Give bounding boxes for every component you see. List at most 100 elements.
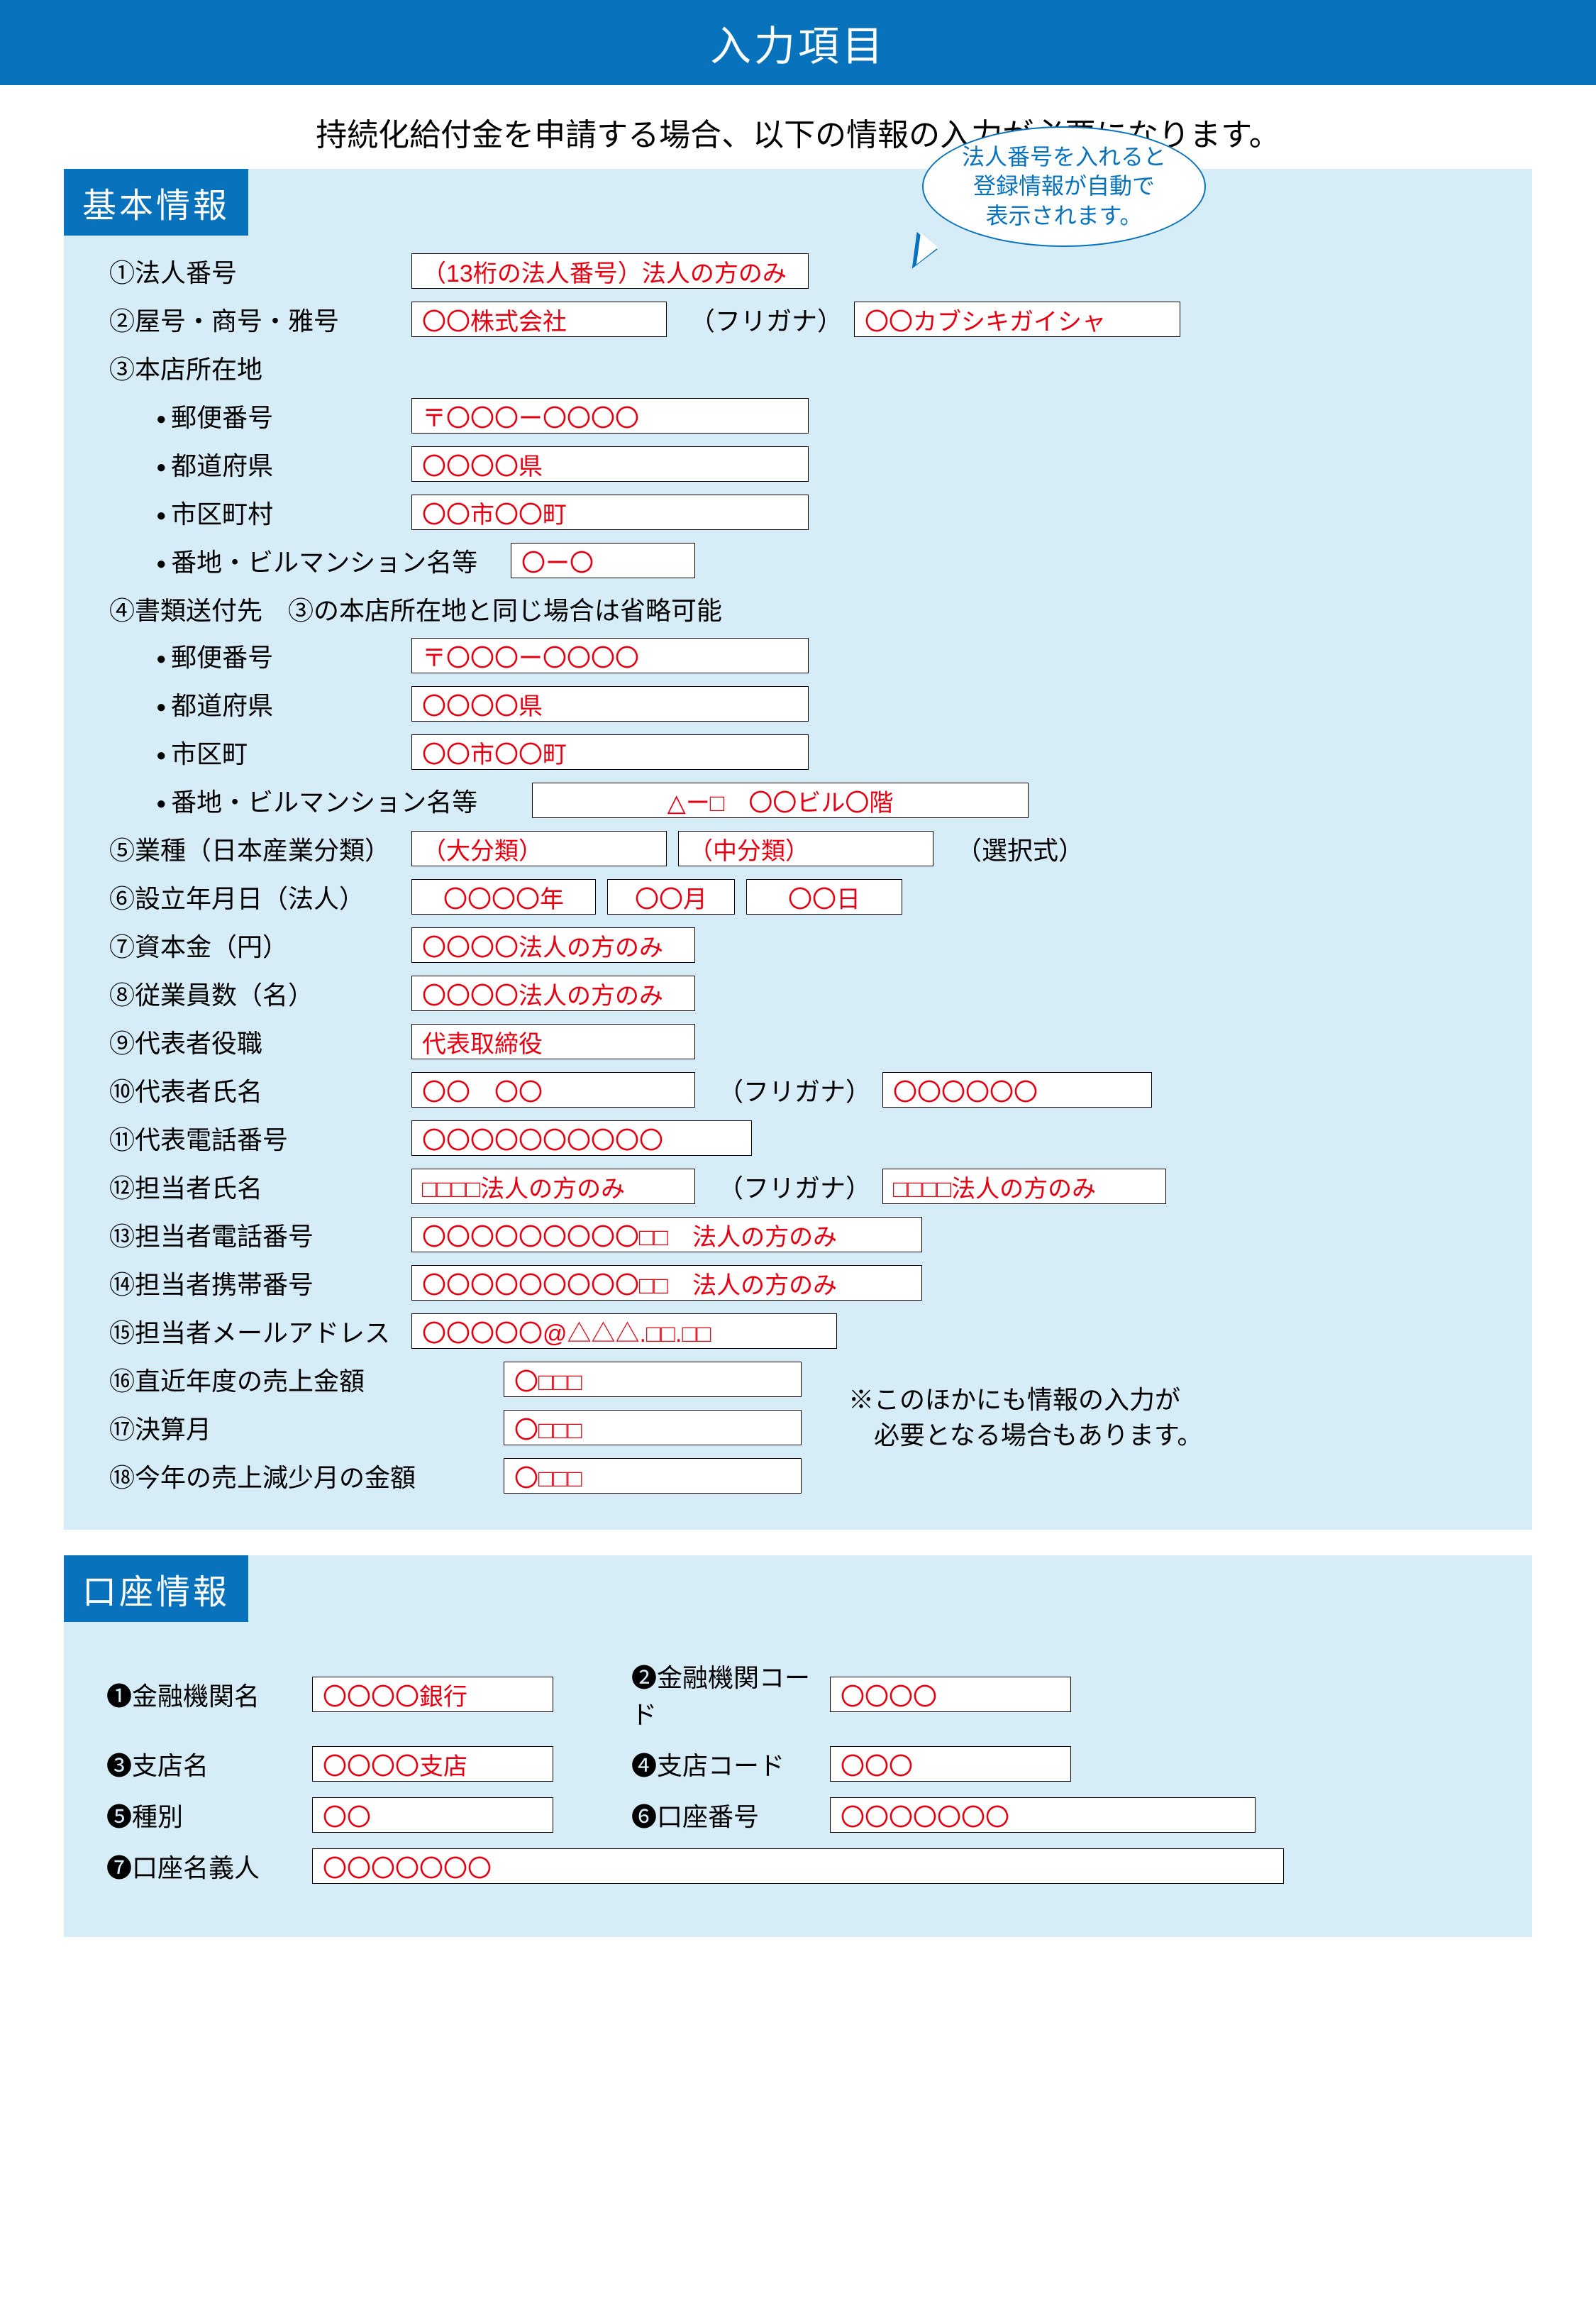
input-industry-major[interactable]: （大分類） xyxy=(411,831,667,866)
row-contact-email: ⑮担当者メールアドレス 〇〇〇〇〇@△△△.□□.□□ xyxy=(106,1313,1490,1350)
input-est-year[interactable]: 〇〇〇〇年 xyxy=(411,879,596,915)
label-rep-phone: ⑪代表電話番号 xyxy=(106,1120,411,1157)
label-account-type: ❺種別 xyxy=(106,1797,312,1833)
label-branch-name: ❸支店名 xyxy=(106,1745,312,1782)
label-furigana-2: （フリガナ） xyxy=(689,301,843,338)
row-employees: ⑧従業員数（名） 〇〇〇〇法人の方のみ xyxy=(106,975,1490,1012)
basic-info-section: 基本情報 法人番号を入れると 登録情報が自動で 表示されます。 ①法人番号 （1… xyxy=(64,169,1532,1530)
input-rep-name[interactable]: 〇〇 〇〇 xyxy=(411,1072,695,1108)
label-bank-code: ❷金融機関コード xyxy=(617,1657,830,1731)
bubble-text: 法人番号を入れると 登録情報が自動で 表示されます。 xyxy=(962,143,1166,231)
input-doc-postal[interactable]: 〒〇〇〇ー〇〇〇〇 xyxy=(411,638,809,673)
page: 入力項目 持続化給付金を申請する場合、以下の情報の入力が必要になります。 基本情… xyxy=(0,0,1596,1937)
input-hq-addr[interactable]: 〇ー〇 xyxy=(511,543,695,578)
input-contact-email[interactable]: 〇〇〇〇〇@△△△.□□.□□ xyxy=(411,1313,837,1349)
label-hq-address: ③本店所在地 xyxy=(106,349,411,386)
input-capital[interactable]: 〇〇〇〇法人の方のみ xyxy=(411,927,695,963)
input-company-name[interactable]: 〇〇株式会社 xyxy=(411,302,667,337)
label-rep-title: ⑨代表者役職 xyxy=(106,1023,411,1060)
row-doc-postal: 郵便番号 〒〇〇〇ー〇〇〇〇 xyxy=(106,637,1490,674)
input-hq-postal[interactable]: 〒〇〇〇ー〇〇〇〇 xyxy=(411,398,809,434)
label-industry: ⑤業種（日本産業分類） xyxy=(106,830,411,867)
label-doc-addr: 番地・ビルマンション名等 xyxy=(106,782,489,819)
row-doc-addr: 番地・ビルマンション名等 △ー□ 〇〇ビル〇階 xyxy=(106,782,1490,819)
input-branch-code[interactable]: 〇〇〇 xyxy=(830,1746,1071,1782)
input-doc-addr[interactable]: △ー□ 〇〇ビル〇階 xyxy=(532,783,1029,818)
input-industry-mid[interactable]: （中分類） xyxy=(678,831,933,866)
row-rep-title: ⑨代表者役職 代表取締役 xyxy=(106,1023,1490,1060)
label-hq-city: 市区町村 xyxy=(106,494,411,531)
row-company-name: ②屋号・商号・雅号 〇〇株式会社 （フリガナ） 〇〇カブシキガイシャ xyxy=(106,301,1490,338)
input-contact-furigana[interactable]: □□□□法人の方のみ xyxy=(882,1169,1166,1204)
row-doc-city: 市区町 〇〇市〇〇町 xyxy=(106,734,1490,771)
label-hq-addr: 番地・ビルマンション名等 xyxy=(106,542,489,579)
label-corp-number: ①法人番号 xyxy=(106,253,411,289)
label-doc-postal: 郵便番号 xyxy=(106,637,411,674)
page-title: 入力項目 xyxy=(0,0,1596,85)
input-contact-phone[interactable]: 〇〇〇〇〇〇〇〇〇□□ 法人の方のみ xyxy=(411,1217,922,1252)
input-rep-furigana[interactable]: 〇〇〇〇〇〇 xyxy=(882,1072,1152,1108)
label-hq-pref: 都道府県 xyxy=(106,446,411,482)
input-decline-amount[interactable]: 〇□□□ xyxy=(504,1458,802,1494)
input-contact-name[interactable]: □□□□法人の方のみ xyxy=(411,1169,695,1204)
row-hq-addr: 番地・ビルマンション名等 〇ー〇 xyxy=(106,542,1490,579)
row-hq-address: ③本店所在地 xyxy=(106,349,1490,386)
input-rep-phone[interactable]: 〇〇〇〇〇〇〇〇〇〇 xyxy=(411,1120,752,1156)
info-bubble: 法人番号を入れると 登録情報が自動で 表示されます。 xyxy=(922,126,1206,247)
row-bank-3: ❺種別 〇〇 ❻口座番号 〇〇〇〇〇〇〇 xyxy=(106,1797,1490,1833)
label-furigana-10: （フリガナ） xyxy=(718,1071,871,1108)
label-recent-sales: ⑯直近年度の売上金額 xyxy=(106,1361,504,1398)
label-doc-city: 市区町 xyxy=(106,734,411,771)
input-contact-mobile[interactable]: 〇〇〇〇〇〇〇〇〇□□ 法人の方のみ xyxy=(411,1265,922,1301)
row-doc-pref: 都道府県 〇〇〇〇県 xyxy=(106,685,1490,722)
input-bank-code[interactable]: 〇〇〇〇 xyxy=(830,1677,1071,1712)
intro-text: 持続化給付金を申請する場合、以下の情報の入力が必要になります。 xyxy=(0,85,1596,169)
row-contact-mobile: ⑭担当者携帯番号 〇〇〇〇〇〇〇〇〇□□ 法人の方のみ xyxy=(106,1264,1490,1301)
label-branch-code: ❹支店コード xyxy=(617,1745,830,1782)
input-account-holder[interactable]: 〇〇〇〇〇〇〇 xyxy=(312,1848,1284,1884)
input-recent-sales[interactable]: 〇□□□ xyxy=(504,1362,802,1397)
input-fiscal-month[interactable]: 〇□□□ xyxy=(504,1410,802,1445)
input-doc-city[interactable]: 〇〇市〇〇町 xyxy=(411,734,809,770)
input-rep-title[interactable]: 代表取締役 xyxy=(411,1024,695,1059)
input-doc-pref[interactable]: 〇〇〇〇県 xyxy=(411,686,809,722)
label-rep-name: ⑩代表者氏名 xyxy=(106,1071,411,1108)
label-established: ⑥設立年月日（法人） xyxy=(106,878,411,915)
label-contact-email: ⑮担当者メールアドレス xyxy=(106,1313,411,1350)
label-contact-phone: ⑬担当者電話番号 xyxy=(106,1216,411,1253)
label-doc-address: ④書類送付先 ③の本店所在地と同じ場合は省略可能 xyxy=(106,590,1490,627)
input-employees[interactable]: 〇〇〇〇法人の方のみ xyxy=(411,976,695,1011)
row-established: ⑥設立年月日（法人） 〇〇〇〇年 〇〇月 〇〇日 xyxy=(106,878,1490,915)
input-bank-name[interactable]: 〇〇〇〇銀行 xyxy=(312,1677,553,1712)
label-fiscal-month: ⑰決算月 xyxy=(106,1409,504,1446)
input-hq-city[interactable]: 〇〇市〇〇町 xyxy=(411,495,809,530)
input-branch-name[interactable]: 〇〇〇〇支店 xyxy=(312,1746,553,1782)
row-industry: ⑤業種（日本産業分類） （大分類） （中分類） （選択式） xyxy=(106,830,1490,867)
label-company-name: ②屋号・商号・雅号 xyxy=(106,301,411,338)
input-company-furigana[interactable]: 〇〇カブシキガイシャ xyxy=(854,302,1180,337)
label-doc-pref: 都道府県 xyxy=(106,685,411,722)
input-est-day[interactable]: 〇〇日 xyxy=(746,879,902,915)
label-decline-amount: ⑱今年の売上減少月の金額 xyxy=(106,1457,504,1494)
input-account-type[interactable]: 〇〇 xyxy=(312,1797,553,1833)
row-capital: ⑦資本金（円） 〇〇〇〇法人の方のみ xyxy=(106,927,1490,964)
input-hq-pref[interactable]: 〇〇〇〇県 xyxy=(411,446,809,482)
label-contact-name: ⑫担当者氏名 xyxy=(106,1168,411,1205)
label-furigana-12: （フリガナ） xyxy=(718,1168,871,1205)
bank-info-header: 口座情報 xyxy=(64,1555,248,1622)
row-bank-4: ❼口座名義人 〇〇〇〇〇〇〇 xyxy=(106,1848,1490,1885)
row-bank-2: ❸支店名 〇〇〇〇支店 ❹支店コード 〇〇〇 xyxy=(106,1745,1490,1782)
row-contact-name: ⑫担当者氏名 □□□□法人の方のみ （フリガナ） □□□□法人の方のみ xyxy=(106,1168,1490,1205)
input-account-number[interactable]: 〇〇〇〇〇〇〇 xyxy=(830,1797,1256,1833)
label-account-holder: ❼口座名義人 xyxy=(106,1848,312,1885)
input-est-month[interactable]: 〇〇月 xyxy=(607,879,735,915)
row-hq-postal: 郵便番号 〒〇〇〇ー〇〇〇〇 xyxy=(106,397,1490,434)
input-corp-number[interactable]: （13桁の法人番号）法人の方のみ xyxy=(411,253,809,289)
label-account-number: ❻口座番号 xyxy=(617,1797,830,1833)
label-capital: ⑦資本金（円） xyxy=(106,927,411,964)
label-employees: ⑧従業員数（名） xyxy=(106,975,411,1012)
bank-fields: ❶金融機関名 〇〇〇〇銀行 ❷金融機関コード 〇〇〇〇 ❸支店名 〇〇〇〇支店 … xyxy=(64,1622,1532,1920)
row-hq-city: 市区町村 〇〇市〇〇町 xyxy=(106,494,1490,531)
row-decline-amount: ⑱今年の売上減少月の金額 〇□□□ xyxy=(106,1457,813,1494)
row-bank-1: ❶金融機関名 〇〇〇〇銀行 ❷金融機関コード 〇〇〇〇 xyxy=(106,1657,1490,1731)
